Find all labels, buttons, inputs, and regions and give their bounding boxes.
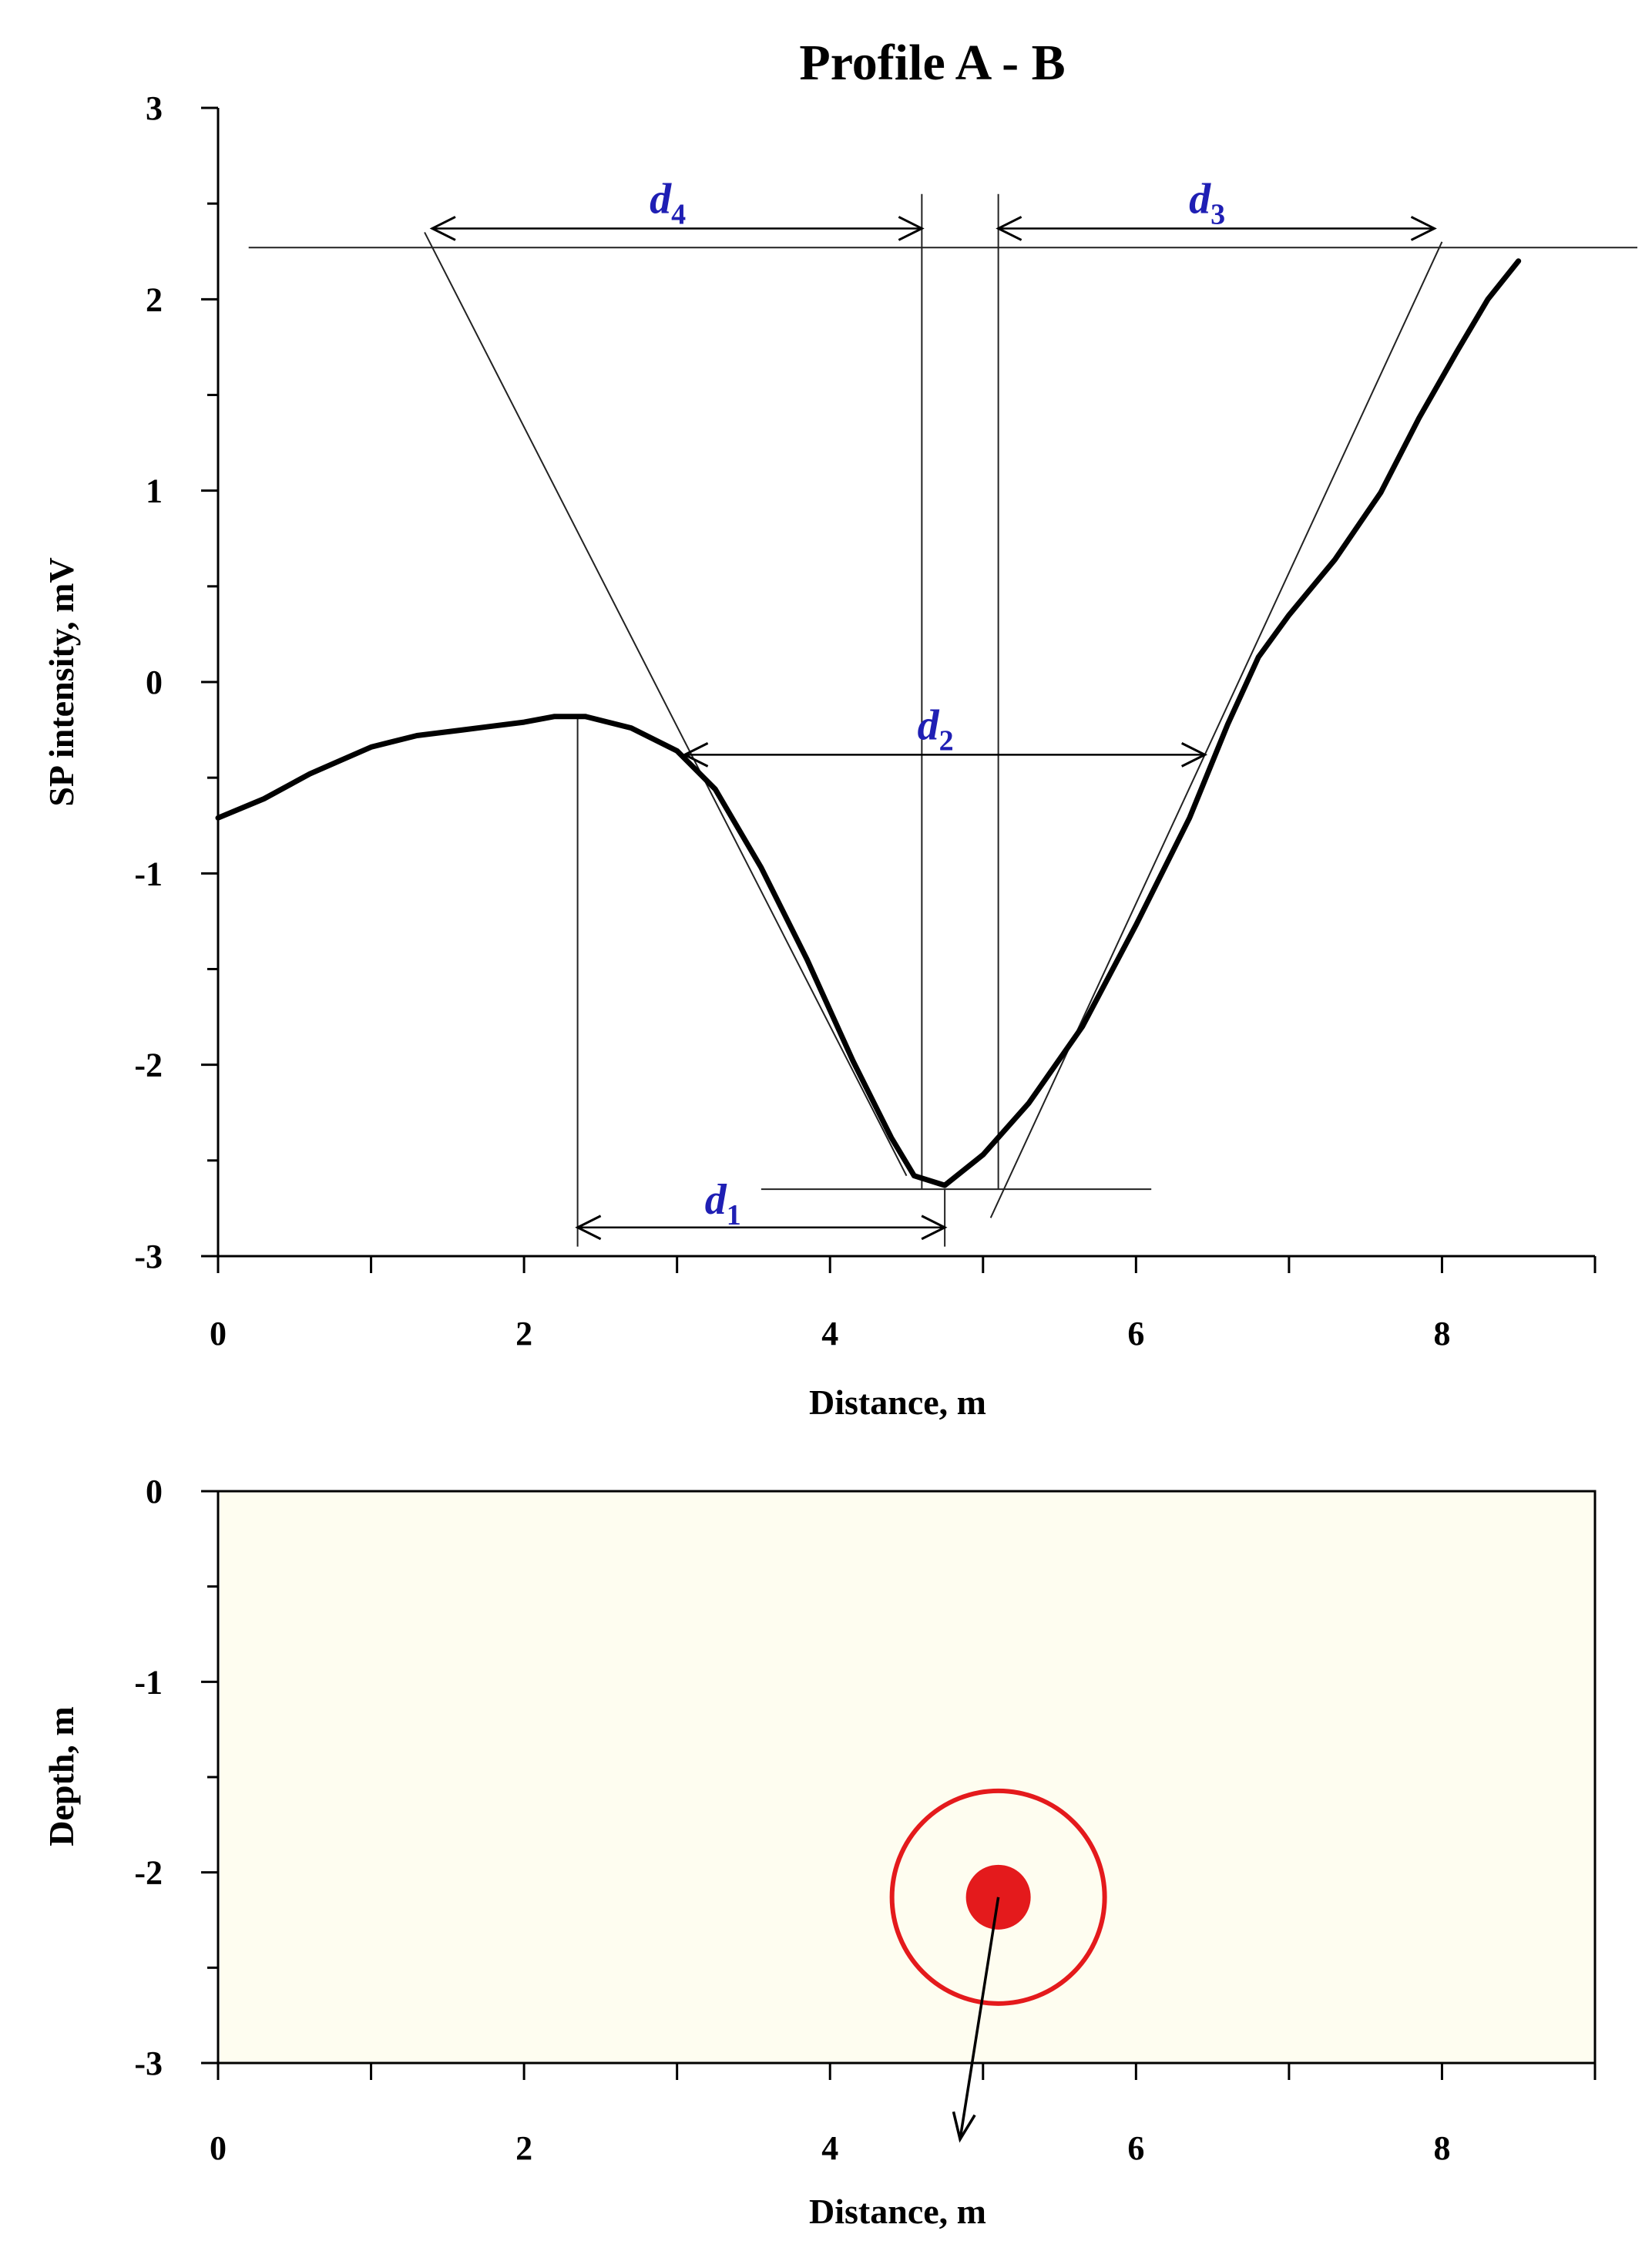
d3-subscript: 3 xyxy=(1210,198,1225,230)
d2-subscript: 2 xyxy=(939,724,954,757)
d4-label: d4 xyxy=(650,175,686,230)
depth-x-ticks: 0 2 4 6 8 xyxy=(210,2063,1597,2167)
depth-y-tick-label: -3 xyxy=(134,2045,163,2082)
sp-y-axis-label: SP intensity, mV xyxy=(42,557,81,806)
sp-profile-chart: Profile A - B -3 -2 -1 0 1 2 3 0 2 4 6 8 Distance,… xyxy=(42,35,1637,1422)
right-tangent-line xyxy=(989,241,1443,1218)
d1-subscript: 1 xyxy=(727,1199,741,1231)
sp-x-tick-label: 2 xyxy=(515,1315,532,1352)
arrow-head-right-d2 xyxy=(1181,742,1208,768)
depth-model-chart: -3 -2 -1 0 0 2 4 6 8 Distance, m Depth, m xyxy=(42,1473,1597,2231)
sp-series xyxy=(215,258,1522,1188)
d3-label: d3 xyxy=(1189,175,1225,230)
d1-label: d1 xyxy=(705,1176,741,1231)
depth-y-axis-label: Depth, m xyxy=(42,1706,81,1846)
sp-x-tick-label: 8 xyxy=(1433,1315,1450,1352)
arrow-head-left-d1 xyxy=(575,1215,602,1241)
sp-y-tick-label: 0 xyxy=(146,664,163,701)
d4-subscript: 4 xyxy=(671,198,686,230)
arrow-head-left-d4 xyxy=(429,216,456,241)
depth-x-tick-label: 8 xyxy=(1433,2129,1450,2167)
sp-y-tick-label: -2 xyxy=(134,1047,163,1084)
sp-y-tick-label: -1 xyxy=(134,855,163,892)
depth-plot-background xyxy=(217,1490,1597,2065)
depth-y-tick-label: -1 xyxy=(134,1663,163,1701)
construction-lines xyxy=(248,193,1637,1247)
chart-title: Profile A - B xyxy=(799,35,1065,91)
sp-x-axis-label: Distance, m xyxy=(809,1383,986,1422)
polarization-arrow-line xyxy=(959,1897,1000,2140)
sp-x-tick-label: 0 xyxy=(210,1315,227,1352)
sp-axes xyxy=(217,108,1595,1258)
arrow-head-right-d3 xyxy=(1410,216,1437,241)
depth-x-tick-label: 6 xyxy=(1127,2129,1144,2167)
depth-marks xyxy=(889,1788,1107,2143)
arrow-head-right-d1 xyxy=(921,1215,948,1241)
sp-curve xyxy=(215,258,1522,1188)
arrow-head-left-d2 xyxy=(682,742,709,768)
depth-x-tick-label: 4 xyxy=(821,2129,838,2167)
sp-x-ticks: 0 2 4 6 8 xyxy=(210,1256,1597,1352)
d2-label: d2 xyxy=(918,701,954,757)
depth-y-tick-label: -2 xyxy=(134,1854,163,1892)
arrow-head-left-d3 xyxy=(996,216,1022,241)
depth-y-ticks: -3 -2 -1 0 xyxy=(134,1473,218,2082)
sp-y-tick-label: 2 xyxy=(146,281,163,318)
arrow-head-right-d4 xyxy=(898,216,925,241)
sp-x-tick-label: 6 xyxy=(1127,1315,1144,1352)
sp-y-tick-label: -3 xyxy=(134,1238,163,1275)
sp-x-tick-label: 4 xyxy=(821,1315,838,1352)
sp-y-tick-label: 1 xyxy=(146,472,163,510)
d-annotations: d1 d2 d3 d4 xyxy=(429,175,1437,1241)
polarization-arrow-head xyxy=(952,2111,976,2143)
depth-y-tick-label: 0 xyxy=(146,1473,163,1510)
depth-x-tick-label: 0 xyxy=(210,2129,227,2167)
left-tangent-line xyxy=(424,231,908,1177)
sp-y-tick-label: 3 xyxy=(146,89,163,127)
source-outer-ring xyxy=(889,1788,1107,2006)
sp-y-ticks: -3 -2 -1 0 1 2 3 xyxy=(134,89,218,1275)
depth-x-axis-label: Distance, m xyxy=(809,2192,986,2231)
depth-x-tick-label: 2 xyxy=(515,2129,532,2167)
